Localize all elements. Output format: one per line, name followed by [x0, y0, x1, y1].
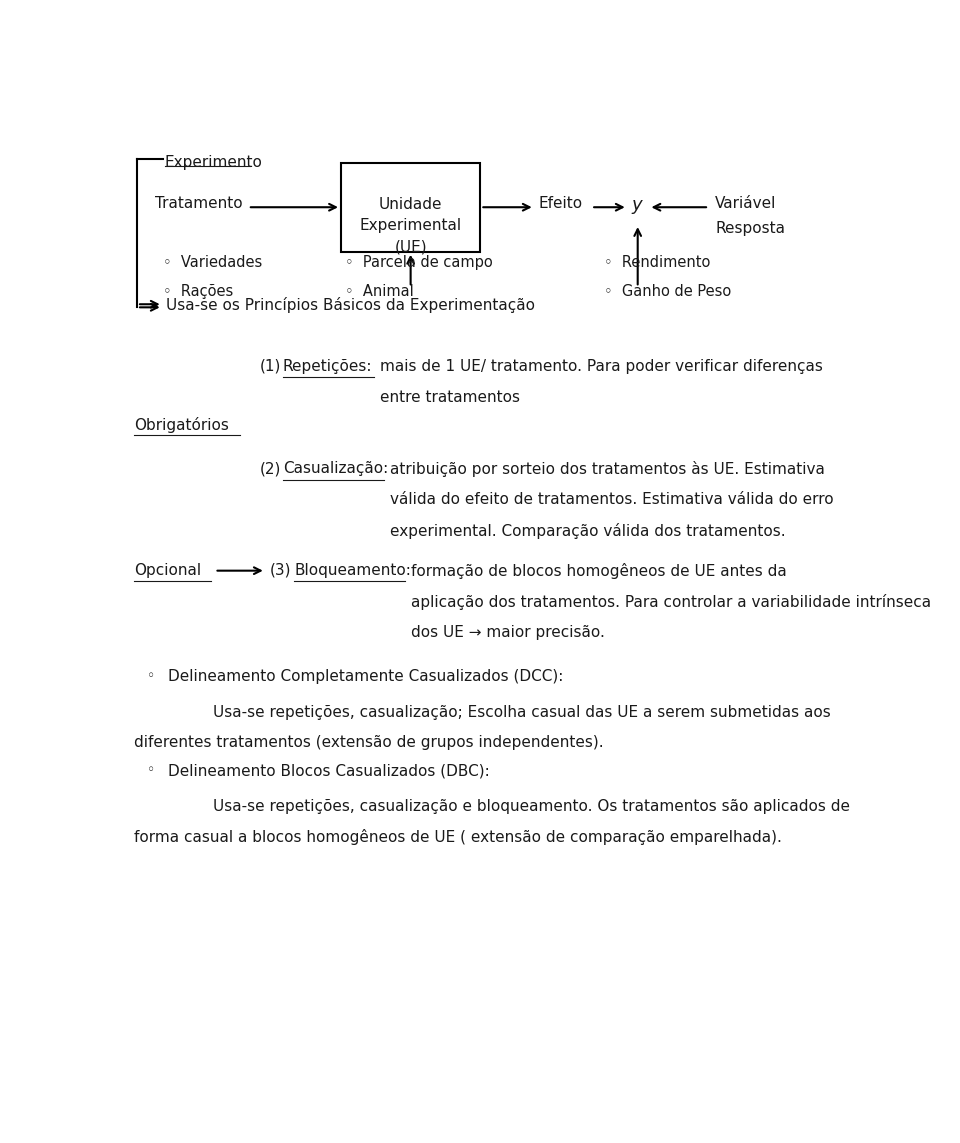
Text: ◦  Parcela de campo: ◦ Parcela de campo [345, 255, 492, 270]
Text: ◦  Rações: ◦ Rações [162, 285, 233, 299]
Text: Delineamento Blocos Casualizados (DBC):: Delineamento Blocos Casualizados (DBC): [168, 764, 490, 778]
Text: Usa-se os Princípios Básicos da Experimentação: Usa-se os Princípios Básicos da Experime… [166, 296, 536, 312]
Text: diferentes tratamentos (extensão de grupos independentes).: diferentes tratamentos (extensão de grup… [134, 735, 604, 751]
Text: Bloqueamento:: Bloqueamento: [295, 563, 411, 578]
Text: y: y [632, 195, 642, 214]
Text: Resposta: Resposta [715, 221, 785, 237]
Text: Obrigatórios: Obrigatórios [134, 417, 228, 433]
Text: ◦  Ganho de Peso: ◦ Ganho de Peso [605, 285, 732, 299]
Text: formação de blocos homogêneos de UE antes da: formação de blocos homogêneos de UE ante… [411, 563, 786, 580]
Text: Experimental: Experimental [360, 218, 462, 233]
Text: Usa-se repetições, casualização; Escolha casual das UE a serem submetidas aos: Usa-se repetições, casualização; Escolha… [213, 704, 830, 720]
Text: Casualização:: Casualização: [283, 462, 388, 477]
Text: dos UE → maior precisão.: dos UE → maior precisão. [411, 624, 605, 640]
Text: mais de 1 UE/ tratamento. Para poder verificar diferenças: mais de 1 UE/ tratamento. Para poder ver… [379, 359, 823, 374]
Text: ◦  Rendimento: ◦ Rendimento [605, 255, 710, 270]
Text: ◦: ◦ [147, 670, 156, 684]
Text: Delineamento Completamente Casualizados (DCC):: Delineamento Completamente Casualizados … [168, 670, 564, 685]
Text: Variável: Variável [715, 195, 777, 210]
Text: aplicação dos tratamentos. Para controlar a variabilidade intrínseca: aplicação dos tratamentos. Para controla… [411, 593, 931, 609]
Text: forma casual a blocos homogêneos de UE ( extensão de comparação emparelhada).: forma casual a blocos homogêneos de UE (… [134, 830, 781, 846]
Text: (3): (3) [270, 563, 291, 578]
Text: Tratamento: Tratamento [155, 195, 243, 210]
Text: ◦  Variedades: ◦ Variedades [162, 255, 262, 270]
Text: ◦: ◦ [147, 764, 156, 777]
Text: atribuição por sorteio dos tratamentos às UE. Estimativa: atribuição por sorteio dos tratamentos à… [390, 462, 825, 478]
Text: experimental. Comparação válida dos tratamentos.: experimental. Comparação válida dos trat… [390, 523, 785, 539]
Text: Efeito: Efeito [539, 195, 583, 210]
Text: Usa-se repetições, casualização e bloqueamento. Os tratamentos são aplicados de: Usa-se repetições, casualização e bloque… [213, 799, 850, 814]
Text: Unidade: Unidade [379, 198, 443, 213]
Text: entre tratamentos: entre tratamentos [379, 390, 519, 405]
Text: (2): (2) [259, 462, 281, 477]
Text: válida do efeito de tratamentos. Estimativa válida do erro: válida do efeito de tratamentos. Estimat… [390, 493, 833, 507]
Text: (1): (1) [259, 359, 281, 374]
Text: Experimento: Experimento [165, 154, 263, 170]
Text: Opcional: Opcional [134, 563, 201, 578]
Bar [341, 162, 480, 251]
Text: ◦  Animal: ◦ Animal [345, 285, 414, 299]
Text: (UE): (UE) [395, 240, 427, 255]
Text: Repetições:: Repetições: [283, 359, 372, 374]
